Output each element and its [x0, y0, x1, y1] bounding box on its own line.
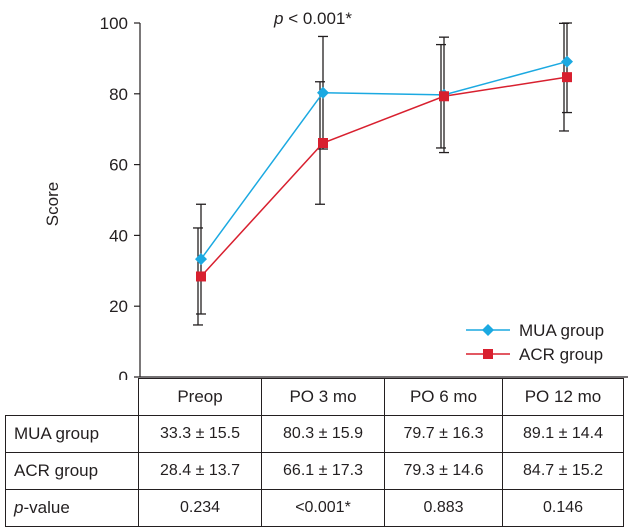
table-header-cell: PO 3 mo [261, 378, 385, 416]
table-cell: 33.3 ± 15.5 [138, 415, 262, 453]
table-cell: 0.883 [384, 489, 503, 527]
data-point-mua [195, 253, 207, 266]
table-cell: 79.7 ± 16.3 [384, 415, 503, 453]
y-tick-label: 0 [119, 368, 128, 380]
legend: MUA group ACR group [466, 321, 604, 364]
data-point-mua [317, 86, 329, 99]
y-tick-label: 80 [109, 85, 128, 104]
error-bars [193, 22, 572, 326]
table-cell: 66.1 ± 17.3 [261, 452, 385, 490]
data-point-acr [562, 72, 572, 83]
y-tick-label: 40 [109, 226, 128, 245]
series-lines [200, 60, 568, 277]
data-point-acr [318, 138, 328, 149]
y-tick-label: 20 [109, 297, 128, 316]
table-cell: 0.146 [502, 489, 624, 527]
y-ticks: 0 20 40 60 80 100 [100, 14, 140, 380]
significance-annotation: p < 0.001* [273, 9, 352, 28]
table-header-cell: PO 12 mo [502, 378, 624, 416]
annotation-p: p [273, 9, 283, 28]
legend-marker-mua [482, 324, 494, 336]
table-cell: 79.3 ± 14.6 [384, 452, 503, 490]
table-row: MUA group 33.3 ± 15.5 80.3 ± 15.9 79.7 ±… [5, 415, 624, 453]
series-line-acr [200, 76, 568, 277]
row-label-pvalue: p-value [5, 489, 139, 527]
row-label-mua: MUA group [5, 415, 139, 453]
table-cell: 0.234 [138, 489, 262, 527]
annotation-text: < 0.001* [283, 9, 352, 28]
line-chart: 0 20 40 60 80 100 Score p < 0.001* MUA group … [43, 9, 628, 380]
legend-label-acr: ACR group [519, 345, 603, 364]
row-label-acr: ACR group [5, 452, 139, 490]
series-line-mua [200, 60, 568, 260]
table-header-row: Preop PO 3 mo PO 6 mo PO 12 mo [6, 378, 624, 416]
axes [139, 23, 628, 378]
y-tick-label: 100 [100, 14, 128, 33]
table-cell: 89.1 ± 14.4 [502, 415, 624, 453]
table-row: ACR group 28.4 ± 13.7 66.1 ± 17.3 79.3 ±… [5, 452, 624, 490]
y-axis-label: Score [43, 182, 62, 226]
table-cell: 80.3 ± 15.9 [261, 415, 385, 453]
data-point-acr [196, 271, 206, 282]
y-tick-label: 60 [109, 156, 128, 175]
series-markers [195, 55, 573, 282]
data-point-mua [561, 55, 573, 68]
table-cell: <0.001* [261, 489, 385, 527]
table-header-cell: Preop [138, 378, 262, 416]
legend-label-mua: MUA group [519, 321, 604, 340]
table-cell: 28.4 ± 13.7 [138, 452, 262, 490]
table-row-pvalue: p-value 0.234 <0.001* 0.883 0.146 [5, 489, 624, 527]
pvalue-p: p [14, 498, 24, 517]
pvalue-suffix: -value [23, 498, 70, 517]
data-table: Preop PO 3 mo PO 6 mo PO 12 mo MUA group… [5, 378, 624, 527]
legend-marker-acr [483, 349, 493, 359]
table-header-cell: PO 6 mo [384, 378, 503, 416]
data-point-acr [439, 91, 449, 102]
table-corner [6, 379, 139, 416]
table-cell: 84.7 ± 15.2 [502, 452, 624, 490]
